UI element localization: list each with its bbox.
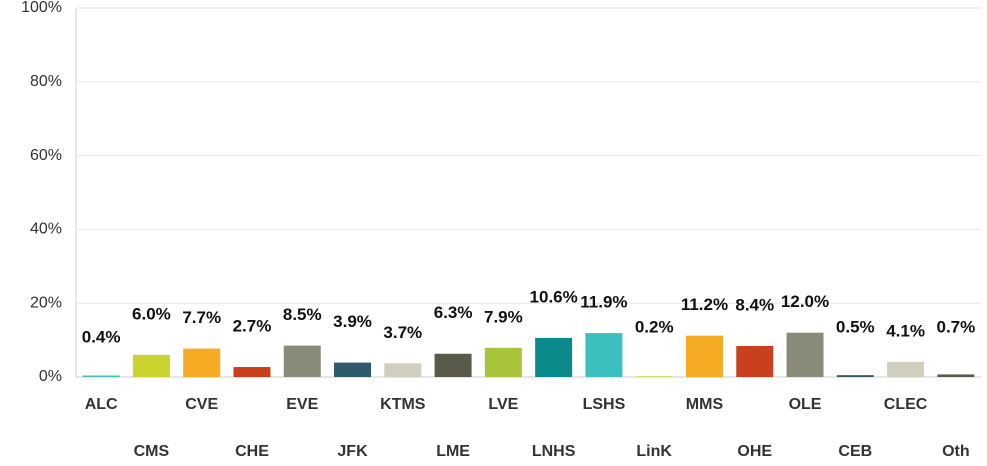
- y-tick-label: 0%: [39, 368, 62, 385]
- x-tick-label: OLE: [789, 396, 822, 413]
- value-label: 7.9%: [484, 307, 523, 326]
- bar: [283, 345, 321, 377]
- y-tick-label: 40%: [30, 221, 62, 238]
- bar: [384, 363, 422, 377]
- bar: [786, 332, 824, 377]
- x-tick-label: JFK: [337, 443, 368, 460]
- value-label: 7.7%: [182, 308, 221, 327]
- x-tick-label: Oth: [942, 443, 970, 460]
- bar: [434, 353, 472, 377]
- y-tick-label: 100%: [21, 0, 62, 16]
- x-tick-label: LVE: [488, 396, 518, 413]
- value-label: 3.7%: [383, 323, 422, 342]
- y-tick-label: 20%: [30, 294, 62, 311]
- x-tick-label: CMS: [134, 443, 170, 460]
- x-tick-label: EVE: [286, 396, 318, 413]
- bar: [736, 346, 774, 377]
- value-label: 11.9%: [580, 293, 627, 312]
- bar: [484, 347, 522, 377]
- bar: [585, 333, 623, 377]
- value-label: 0.5%: [836, 317, 875, 336]
- value-label: 10.6%: [530, 287, 578, 306]
- x-tick-label: LNHS: [532, 443, 576, 460]
- bar: [183, 348, 221, 377]
- value-label: 8.4%: [735, 295, 774, 314]
- x-tick-label: ALC: [85, 396, 118, 413]
- bar: [132, 354, 170, 377]
- x-tick-label: CHE: [235, 443, 269, 460]
- value-label: 0.7%: [936, 317, 975, 336]
- x-tick-label: CLEC: [884, 396, 928, 413]
- x-tick-label: CVE: [185, 396, 218, 413]
- bar: [685, 335, 723, 377]
- value-label: 12.0%: [781, 292, 829, 311]
- value-label: 3.9%: [333, 312, 372, 331]
- x-tick-label: LinK: [636, 443, 672, 460]
- y-tick-label: 60%: [30, 147, 62, 164]
- value-label: 6.0%: [132, 304, 171, 323]
- bar: [635, 376, 673, 377]
- x-tick-label: MMS: [686, 396, 724, 413]
- bar: [535, 337, 573, 377]
- x-tick-label: CEB: [838, 443, 872, 460]
- bar: [836, 375, 874, 377]
- y-tick-label: 80%: [30, 73, 62, 90]
- value-label: 4.1%: [886, 321, 925, 340]
- x-tick-label: LME: [436, 443, 470, 460]
- value-label: 0.4%: [82, 327, 121, 346]
- value-label: 6.3%: [434, 303, 473, 322]
- bar: [233, 367, 271, 377]
- bar: [334, 362, 372, 377]
- value-label: 2.7%: [233, 317, 272, 336]
- bar: [937, 374, 975, 377]
- value-label: 11.2%: [681, 295, 728, 314]
- value-label: 0.2%: [635, 317, 674, 336]
- bar: [887, 361, 925, 377]
- bar: [82, 375, 120, 377]
- value-label: 8.5%: [283, 305, 322, 324]
- x-tick-label: KTMS: [380, 396, 426, 413]
- x-tick-label: LSHS: [583, 396, 626, 413]
- x-tick-label: OHE: [737, 443, 772, 460]
